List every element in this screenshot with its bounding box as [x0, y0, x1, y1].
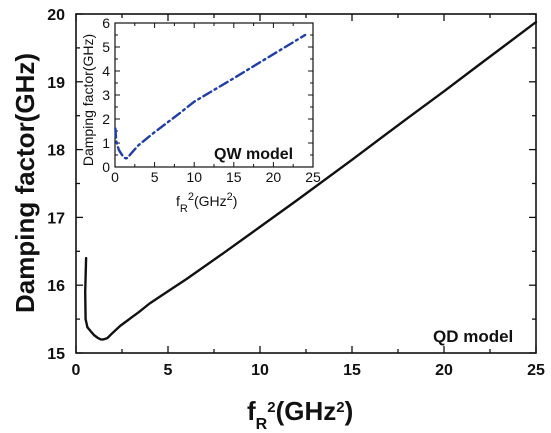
main-y-axis-title: Damping factor(GHz): [10, 53, 40, 313]
inset-y-tick-label: 3: [102, 87, 110, 103]
inset-x-tick-label: 0: [111, 169, 119, 185]
main-y-tick-label: 19: [47, 75, 65, 92]
main-y-tick-label: 17: [47, 210, 65, 227]
main-series-line: [83, 20, 538, 341]
main-x-tick-label: 10: [251, 362, 269, 379]
inset-y-tick-label: 1: [102, 135, 110, 151]
main-y-tick-label: 20: [47, 7, 65, 24]
inset-x-tick-label: 25: [305, 169, 321, 185]
main-x-axis-title: fR2(GHz2): [247, 396, 353, 433]
inset-x-axis-title-sub: R: [180, 203, 188, 215]
main-x-tick-label: 5: [164, 362, 173, 379]
main-x-axis-title-suffix: ): [345, 396, 354, 426]
inset-x-axis-title: fR2(GHz2): [176, 191, 237, 215]
main-x-axis-title-sup2: 2: [336, 399, 344, 416]
main-x-axis-title-mid: (GHz: [276, 396, 337, 426]
inset-y-tick-label: 4: [102, 63, 110, 79]
inset-x-tick-label: 20: [266, 169, 282, 185]
inset-series-line: [114, 33, 307, 160]
main-x-tick-label: 20: [435, 362, 453, 379]
inset-y-tick-label: 0: [102, 159, 110, 175]
inset-x-tick-label: 15: [226, 169, 242, 185]
inset-frame: [114, 22, 314, 168]
main-annotation: QD model: [433, 327, 513, 346]
inset-x-axis-title-mid: (GHz: [194, 193, 227, 209]
inset-x-tick-label: 5: [151, 169, 159, 185]
main-x-tick-label: 15: [343, 362, 361, 379]
main-x-tick-label: 0: [72, 362, 81, 379]
main-x-tick-label: 25: [527, 362, 545, 379]
inset-y-tick-label: 6: [102, 15, 110, 31]
main-x-axis-title-prefix: f: [247, 396, 256, 426]
inset-x-axis-title-suffix: ): [233, 193, 238, 209]
inset-annotation: QW model: [214, 146, 293, 163]
main-y-tick-label: 15: [47, 346, 65, 363]
main-y-tick-label: 16: [47, 278, 65, 295]
inset-x-tick-label: 10: [186, 169, 202, 185]
main-y-tick-label: 18: [47, 143, 65, 160]
main-x-axis-title-sub: R: [256, 416, 268, 433]
inset-y-tick-label: 2: [102, 111, 110, 127]
inset-x-axis-title-sup1: 2: [188, 191, 194, 203]
inset-x-axis-title-sup2: 2: [227, 191, 233, 203]
inset-plot: 0 5 10 15 20 25 0 1 2 3 4 5 6: [102, 15, 321, 185]
inset-x-axis-title-prefix: f: [176, 193, 180, 209]
inset-y-tick-label: 5: [102, 39, 110, 55]
inset-y-axis-title: Damping factor(GHz): [80, 34, 96, 166]
main-x-axis-title-sup1: 2: [267, 399, 275, 416]
